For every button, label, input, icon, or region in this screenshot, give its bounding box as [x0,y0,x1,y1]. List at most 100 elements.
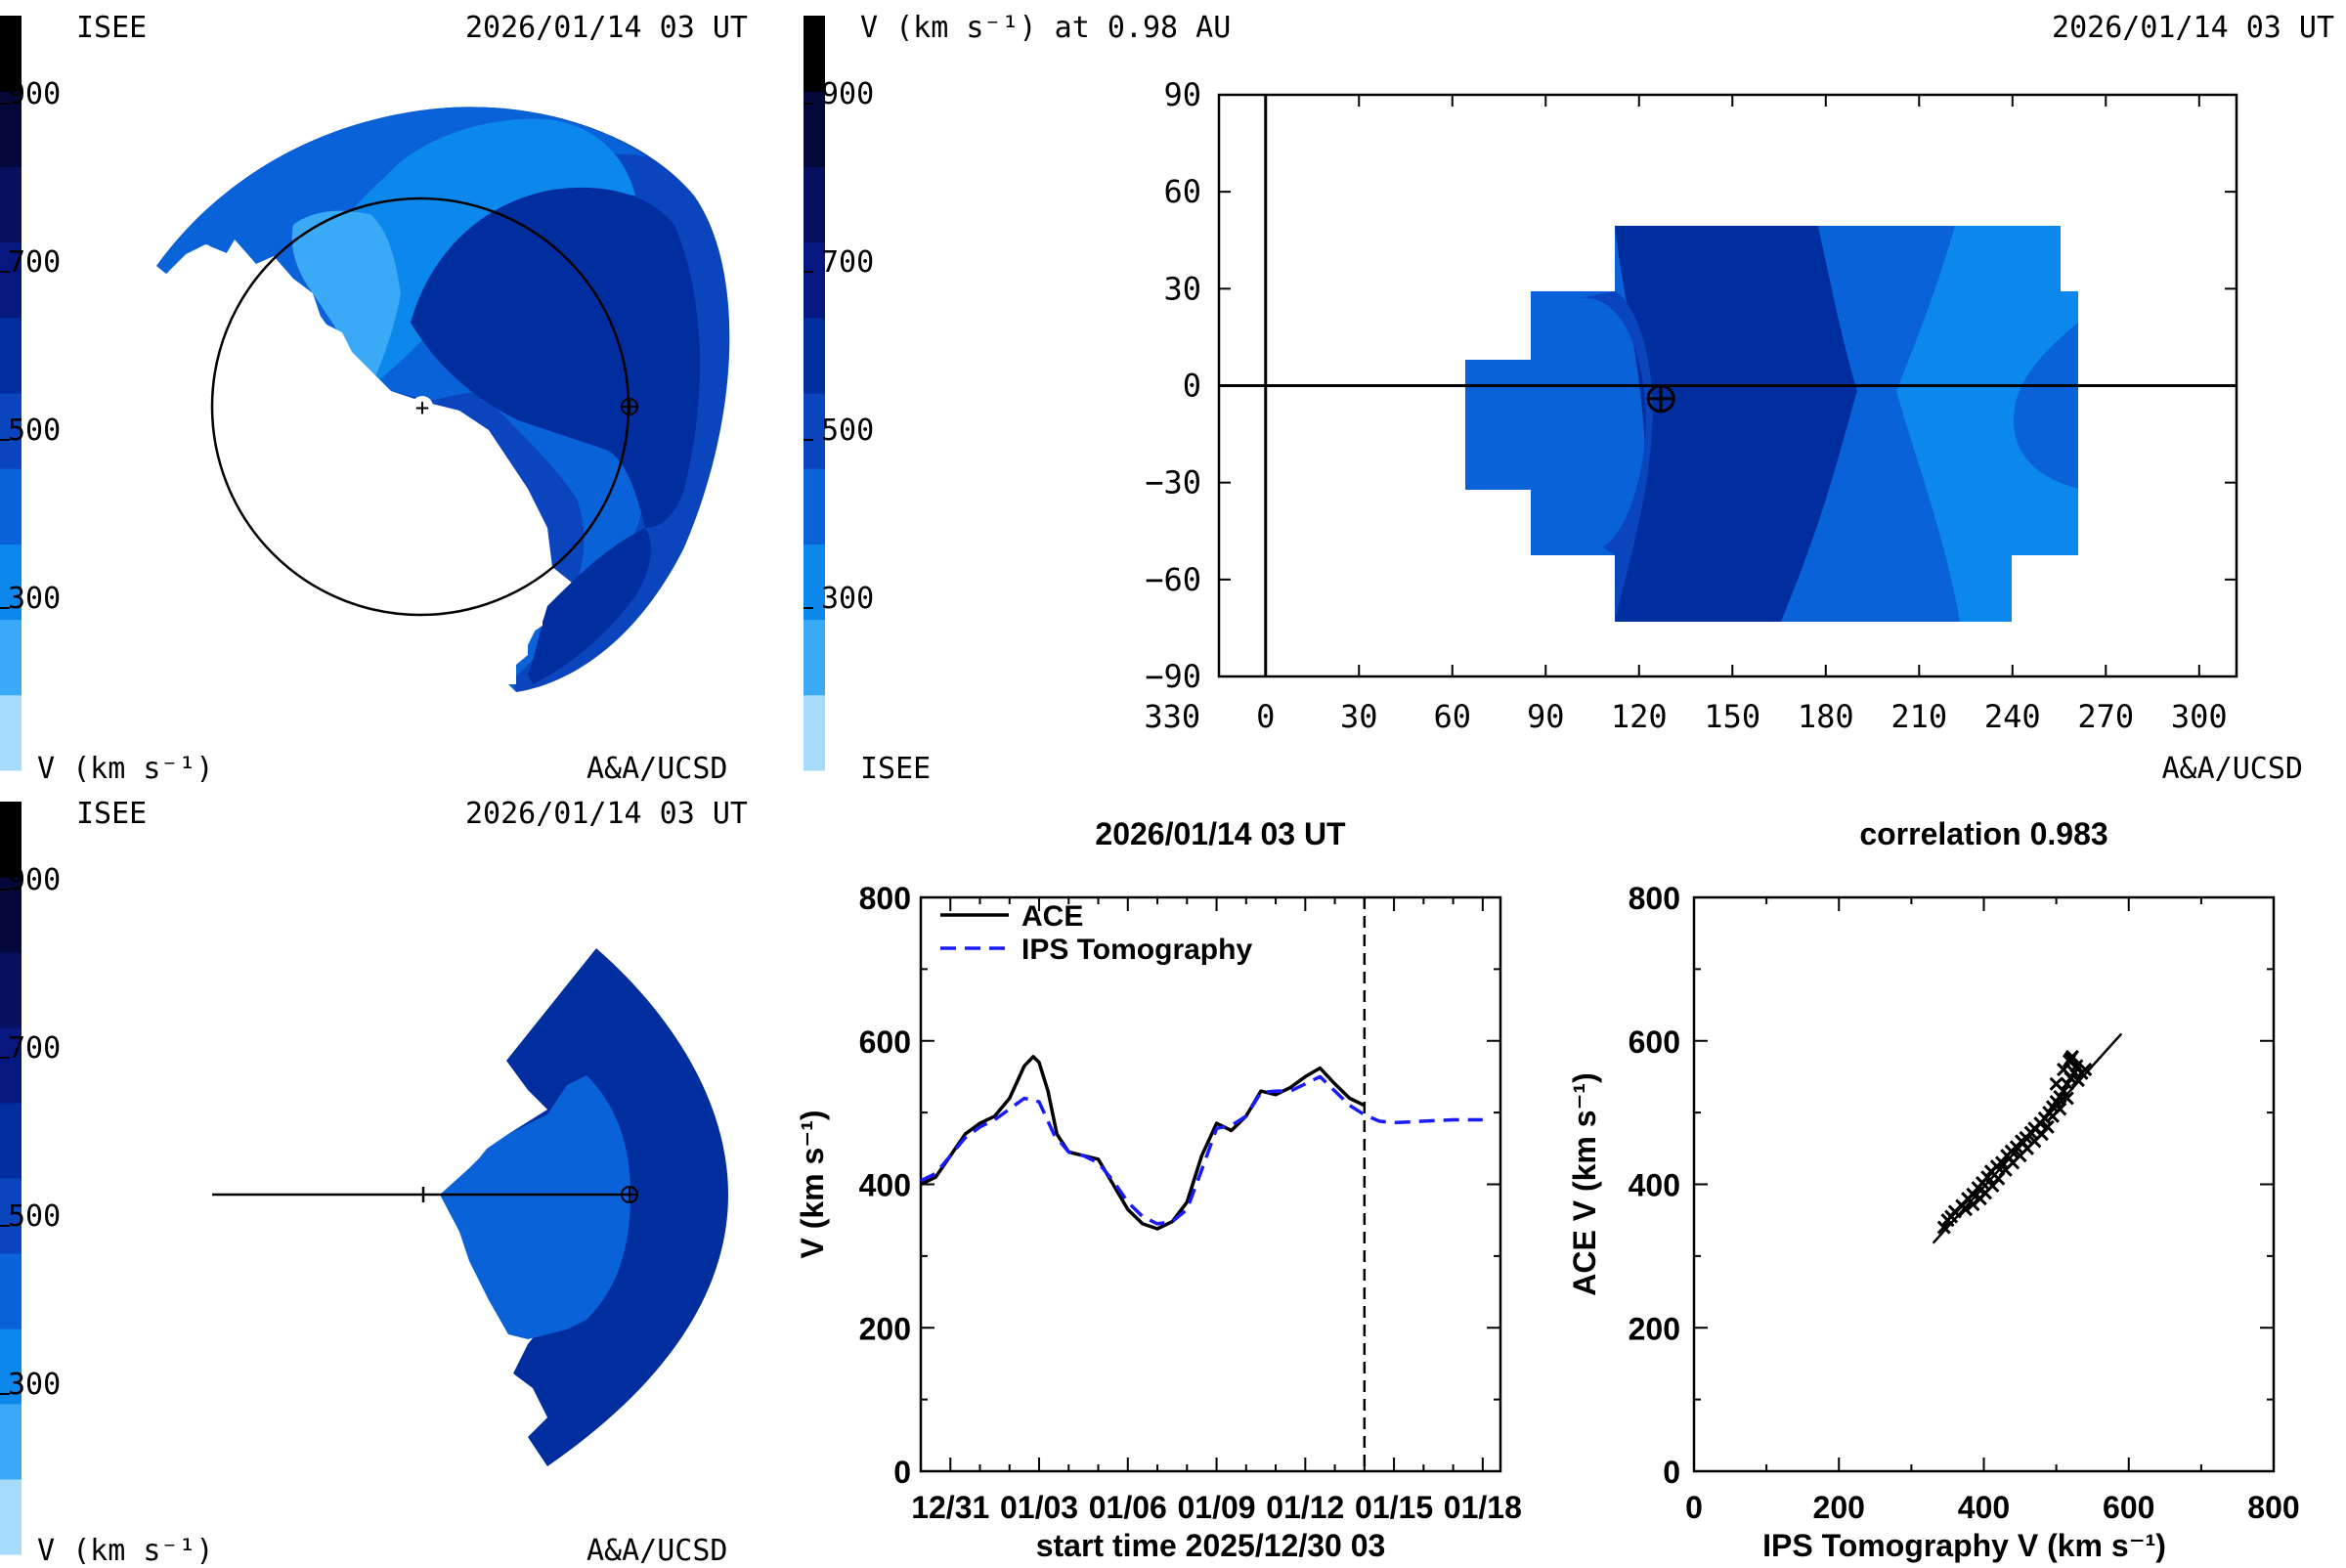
colorbar-swatch [0,16,22,92]
legend-label: IPS Tomography [1021,934,1252,966]
timeseries-frame [919,895,1502,1473]
timeseries-title: 2026/01/14 03 UT [1095,816,1346,851]
colorbar-swatch [0,544,22,621]
x-tick-label: 01/09 [1178,1490,1256,1525]
colorbar-swatch [0,317,22,394]
colorbar-swatch [0,91,22,167]
x-tick-label: 240 [1984,698,2041,735]
scatter-point [1994,1155,2010,1170]
colorbar-tick-label: 300 [821,582,874,616]
speed-region-west-lobe [1579,291,1653,622]
scatter-point [2070,1073,2085,1088]
colorbar-tick-label: 700 [821,245,874,280]
speed-region-wedge-light [474,1149,499,1168]
speed-region-core [440,1075,630,1339]
x-tick-label: 01/15 [1355,1490,1433,1525]
y-axis-label: ACE V (km s⁻¹) [1567,1072,1602,1295]
scatter-point [2049,1076,2064,1091]
colorbar-tick-label: 500 [821,414,874,448]
speed-map-jagged-edge [293,401,559,684]
colorbar-tick-label: 700 [8,245,61,280]
colorbar-tick-label: 700 [8,1031,61,1066]
timestamp-label: 2026/01/14 03 UT [465,797,748,831]
x-axis-label: IPS Tomography V (km s⁻¹) [1762,1528,2166,1563]
colorbar-tick-label: 300 [8,582,61,616]
timestamp-label: 2026/01/14 03 UT [2052,11,2334,45]
colorbar-swatch [0,241,22,319]
colorbar-swatch [804,317,825,394]
speed-region-mid-band [1781,226,1960,622]
x-tick-label: 01/12 [1266,1490,1344,1525]
sun-disk [412,396,433,417]
y-tick-label: 600 [859,1024,911,1060]
earth-marker-icon [621,398,638,415]
legend-label: ACE [1021,900,1083,933]
series-line-ace [920,1055,1366,1231]
series-line-ips-tomography [920,1074,1483,1226]
colorbar-swatch [0,694,22,771]
sun-marker: + [415,394,429,421]
x-tick-label: 400 [1958,1490,2010,1525]
colorbar-swatch [0,166,22,243]
x-tick-label: 210 [1890,698,1947,735]
earth-marker-icon [1646,384,1675,414]
y-tick-label: 0 [893,1455,911,1490]
x-axis-label: start time 2025/12/30 03 [1036,1528,1386,1563]
org-label: ISEE [76,11,147,45]
colorbar-swatch [0,468,22,544]
y-tick-label: 0 [1183,368,1201,405]
colorbar-tick-label: 300 [8,1368,61,1402]
speed-region-light-band [1896,226,2078,622]
y-tick-label: 200 [859,1311,911,1346]
credit-label: A&A/UCSD [586,752,728,786]
colorbar-tick-label: 900 [8,77,61,111]
y-tick-label: 800 [1629,881,1680,916]
speed-region-lightest [291,210,401,386]
colorbar-swatch [804,241,825,319]
y-tick-label: 60 [1163,173,1201,210]
colorbar-swatch [804,544,825,621]
colorbar-swatch [0,1027,22,1104]
scatter-point [2064,1052,2078,1067]
scatter-point [2078,1063,2093,1077]
colorbar-tick-label: 500 [8,414,61,448]
credit-label: A&A/UCSD [2162,752,2304,786]
colorbar-swatch [804,619,825,696]
y-tick-label: −90 [1145,658,1201,695]
colorbar-tick-label: 500 [8,1199,61,1234]
y-tick-label: 400 [1629,1168,1680,1203]
y-tick-label: 200 [1629,1311,1680,1346]
x-tick-label: 270 [2077,698,2134,735]
scatter-title: correlation 0.983 [1859,816,2107,851]
speed-region-fast-lobe [411,187,701,528]
colorbar-swatch [0,1103,22,1179]
speed-region-fast-band [1615,226,1857,622]
unit-label: V (km s⁻¹) [37,1534,214,1564]
colorbar-swatch [0,952,22,1028]
colorbar-swatch [0,877,22,953]
colorbar-swatch [0,1404,22,1480]
colorbar-swatch [0,1253,22,1329]
speed-region-east-patch [2014,323,2078,489]
colorbar-swatch [0,393,22,469]
heatmap-axes: 330 0 30 60 90 120 150 180 210 240 270 3009060300−3… [1144,76,2238,735]
colorbar-swatch [804,166,825,243]
earth-marker-icon [621,1186,638,1203]
colorbar-swatch [804,16,825,92]
org-label: ISEE [860,752,931,786]
x-tick-label: 180 [1798,698,1854,735]
scatter-point [1966,1197,1980,1212]
x-tick-label: 01/06 [1089,1490,1167,1525]
y-axis-label: V (km s⁻¹) [795,1110,830,1258]
colorbar-swatch [0,1479,22,1555]
colorbar-swatch [0,802,22,878]
colorbar-swatch [0,1178,22,1254]
lat-lon-speed-map [1465,226,2078,622]
x-tick-label: 01/18 [1444,1490,1522,1525]
y-tick-label: 400 [859,1168,911,1203]
y-tick-label: 90 [1163,76,1201,113]
colorbar-swatch [0,1328,22,1405]
colorbar-top-left: 900 700 500 300 [0,16,61,771]
